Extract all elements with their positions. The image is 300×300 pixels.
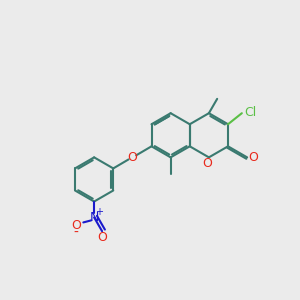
Text: O: O [202,157,212,170]
Text: O: O [249,151,259,164]
Text: O: O [98,231,108,244]
Text: N: N [89,211,99,224]
Text: -: - [74,226,79,240]
Text: O: O [128,151,137,164]
Text: O: O [71,220,81,232]
Text: Cl: Cl [244,106,257,119]
Text: +: + [95,207,103,218]
